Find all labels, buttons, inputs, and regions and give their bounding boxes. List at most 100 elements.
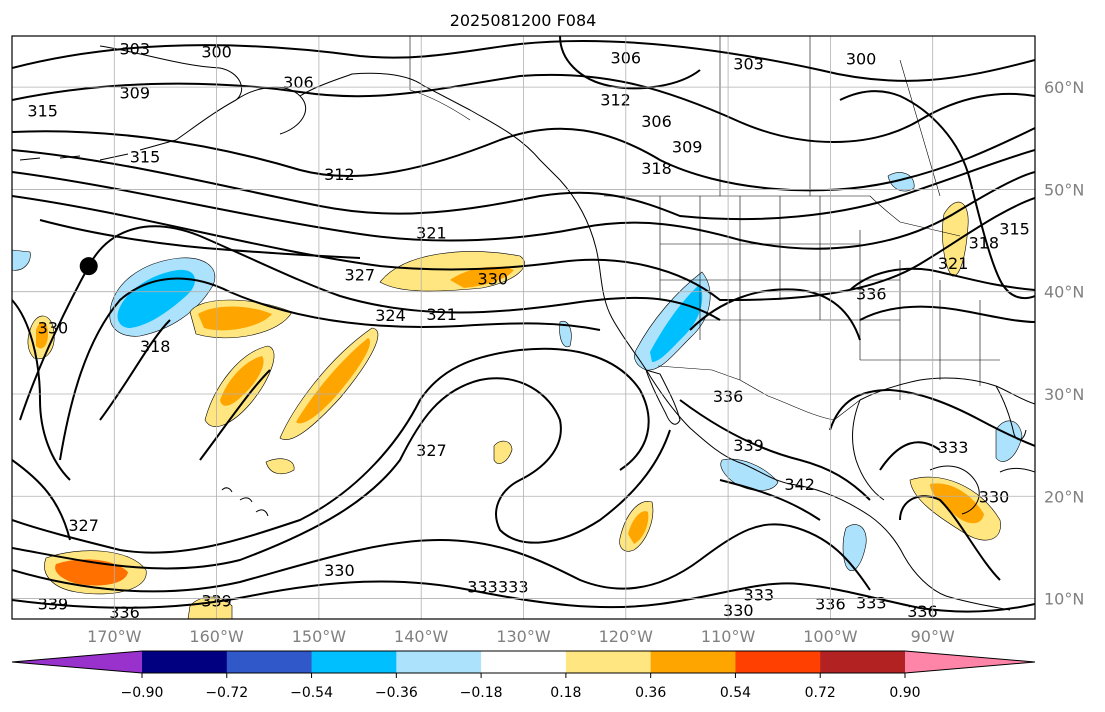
contour-label: 333 [498, 577, 529, 596]
negative-anomaly-core [650, 284, 703, 362]
contour-line [12, 299, 71, 481]
contour-label: 321 [426, 305, 457, 324]
latitude-tick-label: 20°N [1044, 487, 1084, 506]
latitude-tick-labels: 60°N 50°N 40°N 30°N 20°N 10°N [1044, 78, 1084, 608]
contour-label: 315 [130, 148, 161, 167]
map-frame [11, 35, 1036, 620]
graticule [12, 36, 1035, 619]
longitude-tick-label: 120°W [599, 627, 654, 646]
contour-label: 309 [672, 137, 703, 156]
colorbar-segment [396, 651, 482, 673]
latitude-tick-label: 60°N [1044, 78, 1084, 97]
longitude-tick-label: 130°W [496, 627, 551, 646]
contour-label: 312 [324, 165, 355, 184]
contour-label: 318 [140, 337, 171, 356]
contour-label: 318 [969, 234, 1000, 253]
contour-label: 315 [27, 102, 58, 121]
colorbar-tick-label: −0.36 [375, 685, 418, 701]
contour-line [839, 90, 1035, 299]
colorbar-segment [735, 651, 821, 673]
negative-anomaly-area [995, 420, 1023, 462]
us-mexico-border [657, 365, 861, 421]
negative-anomaly-area [559, 320, 572, 348]
colorbar-tick-label: 0.18 [550, 685, 581, 701]
positive-anomaly-area [942, 201, 969, 277]
contour-line [19, 225, 721, 421]
contour-label: 327 [68, 516, 99, 535]
colorbar-tick-label: −0.54 [290, 685, 333, 701]
colorbar-tick-label: 0.36 [635, 685, 666, 701]
contour-line [12, 523, 871, 593]
latitude-tick-label: 30°N [1044, 385, 1084, 404]
contour-label: 333 [856, 594, 887, 613]
contour-label: 324 [375, 306, 406, 325]
contour-label: 306 [283, 73, 314, 92]
colorbar-segment [226, 651, 313, 673]
latitude-tick-label: 10°N [1044, 590, 1084, 609]
positive-anomaly-core [36, 322, 48, 349]
gulf-of-mexico-coast [852, 377, 1035, 501]
negative-anomaly-area [12, 249, 31, 271]
coastline-layer [19, 45, 1035, 611]
yucatan [929, 465, 980, 515]
contour-label: 333 [938, 438, 969, 457]
colorbar-tick-label: −0.18 [460, 685, 503, 701]
contour-label: 300 [846, 50, 877, 69]
contour-label: 306 [641, 112, 672, 131]
north-america-west-coast [559, 179, 1011, 611]
map-title: 2025081200 F084 [450, 11, 597, 30]
contour-label: 342 [784, 475, 815, 494]
province-lines [719, 36, 941, 197]
longitude-tick-label: 170°W [87, 627, 142, 646]
negative-anomaly-area [842, 524, 867, 572]
contour-label: 309 [119, 83, 150, 102]
contour-line [679, 399, 871, 521]
contour-line [12, 580, 1035, 613]
colorbar: −0.90 −0.72 −0.54 −0.36 −0.18 0.18 0.36 0.54 0.7… [11, 650, 1036, 701]
contour-label: 315 [999, 219, 1030, 238]
positive-anomaly-core [628, 511, 649, 544]
longitude-tick-label: 160°W [189, 627, 244, 646]
positive-anomaly-core [296, 338, 371, 424]
contour-line [879, 441, 1001, 581]
contour-label: 303 [119, 39, 150, 58]
contour-label: 330 [38, 319, 69, 338]
colorbar-segment [650, 651, 736, 673]
longitude-tick-label: 110°W [701, 627, 756, 646]
colorbar-segment [142, 651, 228, 673]
negative-anomaly-area [720, 458, 779, 491]
positive-anomaly-area [265, 458, 295, 475]
contour-line [12, 377, 671, 570]
hawaii-islands [221, 487, 269, 517]
contour-label: 339 [733, 436, 764, 455]
contour-label: 318 [641, 159, 672, 178]
contour-label: 333 [744, 585, 775, 604]
contour-line [849, 267, 1035, 323]
contour-line [559, 36, 701, 90]
latitude-tick-label: 50°N [1044, 180, 1084, 199]
longitude-tick-label: 90°W [911, 627, 955, 646]
colorbar-segment [311, 651, 397, 673]
alaska-coastline [99, 45, 561, 181]
latitude-tick-label: 40°N [1044, 283, 1084, 302]
contour-line [12, 40, 1035, 82]
colorbar-tick-label: −0.72 [205, 685, 248, 701]
cuba [999, 467, 1035, 473]
contour-line [99, 319, 271, 461]
contour-label: 330 [723, 601, 754, 620]
longitude-tick-label: 140°W [394, 627, 449, 646]
positive-anomaly-area [493, 440, 513, 464]
state-lines [659, 196, 1000, 400]
canada-us-border [604, 195, 961, 237]
florida [995, 385, 1027, 441]
contour-line [12, 149, 1035, 221]
colorbar-tick-label: 0.54 [720, 685, 751, 701]
contour-line [12, 127, 1035, 192]
contour-label: 339 [38, 595, 69, 614]
positive-anomaly-core [55, 559, 128, 586]
contour-line [12, 347, 650, 554]
colorbar-tick-label: 0.72 [805, 685, 836, 701]
contour-label: 330 [979, 487, 1010, 506]
contour-label: 330 [478, 269, 509, 288]
